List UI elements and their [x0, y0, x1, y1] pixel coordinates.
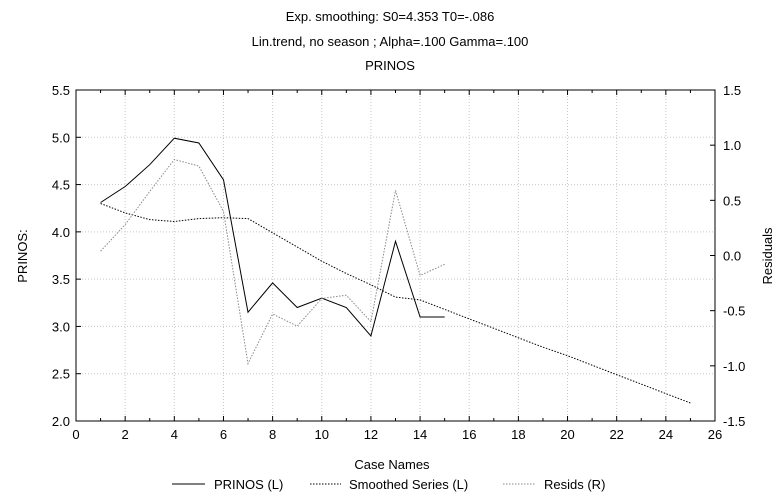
chart-title-line-1: Exp. smoothing: S0=4.353 T0=-.086 [286, 9, 495, 24]
y-left-tick-label: 2.5 [52, 367, 70, 382]
x-tick-label: 12 [364, 427, 378, 442]
y-left-tick-label: 3.0 [52, 319, 70, 334]
y-axis-right-label: Residuals [760, 227, 775, 285]
chart-title-line-3: PRINOS [365, 58, 415, 73]
x-tick-label: 20 [560, 427, 574, 442]
y-right-tick-label: 1.0 [723, 138, 741, 153]
legend-label-2: Resids (R) [544, 477, 605, 492]
x-tick-label: 22 [609, 427, 623, 442]
y-right-tick-label: -1.0 [723, 359, 745, 374]
y-left-tick-label: 4.5 [52, 178, 70, 193]
x-tick-label: 4 [171, 427, 178, 442]
x-tick-label: 24 [659, 427, 673, 442]
x-tick-label: 18 [511, 427, 525, 442]
y-left-tick-label: 3.5 [52, 272, 70, 287]
x-tick-label: 26 [708, 427, 722, 442]
x-tick-label: 0 [72, 427, 79, 442]
y-right-tick-label: 0.5 [723, 193, 741, 208]
series-line-2 [100, 158, 445, 366]
x-tick-label: 16 [462, 427, 476, 442]
series-layer [100, 137, 691, 404]
series-line-0 [100, 137, 445, 337]
legend-label-0: PRINOS (L) [214, 477, 283, 492]
legend: PRINOS (L) Smoothed Series (L) Resids (R) [172, 477, 605, 492]
y-left-tick-label: 5.5 [52, 83, 70, 98]
legend-label-1: Smoothed Series (L) [349, 477, 468, 492]
y-right-tick-label: 1.5 [723, 83, 741, 98]
x-tick-label: 10 [315, 427, 329, 442]
y-right-tick-label: -0.5 [723, 304, 745, 319]
plot-frame [75, 89, 716, 422]
x-tick-label: 8 [269, 427, 276, 442]
y-axis-left-label: PRINOS: [15, 229, 30, 282]
y-left-tick-label: 2.0 [52, 414, 70, 429]
y-right-tick-label: -1.5 [723, 414, 745, 429]
series-line-1 [100, 203, 691, 404]
y-right-tick-label: 0.0 [723, 249, 741, 264]
x-tick-label: 14 [413, 427, 427, 442]
x-tick-label: 6 [220, 427, 227, 442]
y-left-tick-label: 4.0 [52, 225, 70, 240]
ticks: 0 2 4 6 8 10 12 14 16 18 20 22 24 262.02.53.03.54.04.… [52, 83, 745, 442]
grid [76, 90, 715, 421]
x-tick-label: 2 [122, 427, 129, 442]
x-axis-label: Case Names [354, 457, 430, 472]
chart-title-line-2: Lin.trend, no season ; Alpha=.100 Gamma=… [252, 34, 529, 49]
y-left-tick-label: 5.0 [52, 130, 70, 145]
